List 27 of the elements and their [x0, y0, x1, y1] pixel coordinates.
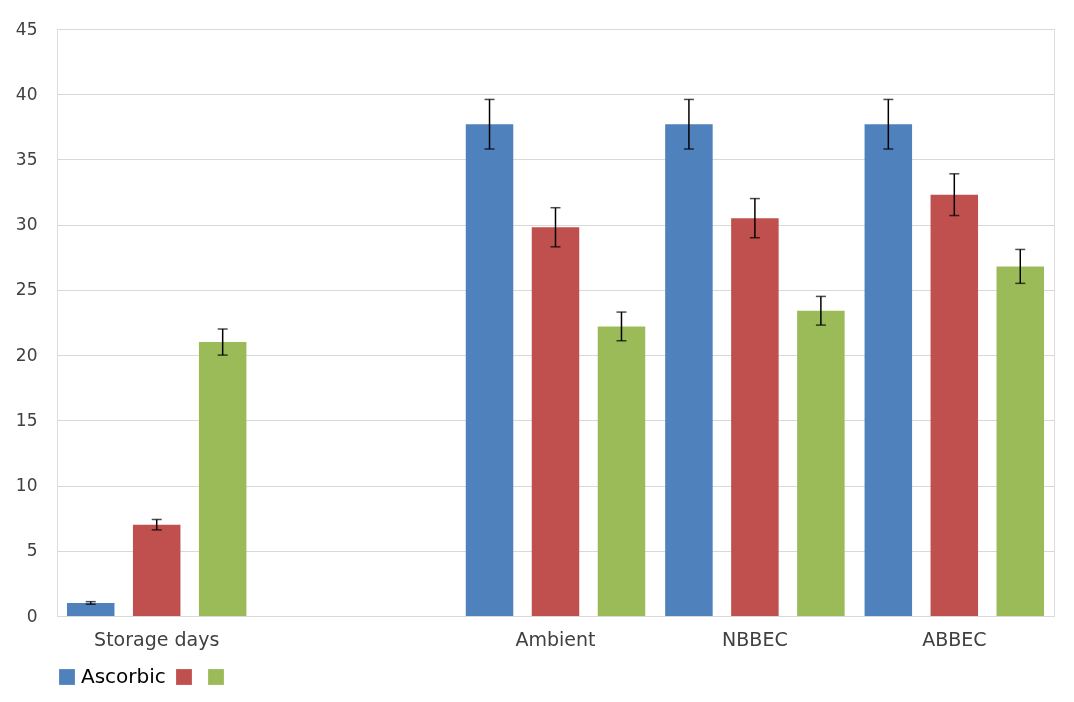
y-tick-label: 40 [15, 83, 38, 104]
y-tick-label: 25 [15, 279, 38, 300]
x-tick-label: ABBEC [922, 627, 987, 650]
y-tick-label: 35 [15, 148, 38, 169]
x-tick-label: Storage days [94, 627, 220, 650]
x-tick-label: Ambient [515, 627, 596, 650]
y-tick-label: 20 [15, 344, 38, 365]
y-tick-label: 5 [26, 540, 38, 561]
legend-label: Ascorbic [81, 664, 166, 688]
y-tick-label: 15 [15, 409, 38, 430]
y-tick-label: 10 [15, 475, 38, 496]
bar [797, 310, 845, 616]
bar [597, 326, 646, 616]
bar [198, 342, 247, 616]
bar [930, 194, 979, 616]
y-tick-label: 30 [15, 214, 38, 235]
y-tick-label: 45 [15, 18, 38, 39]
bar [132, 524, 181, 616]
bar [531, 227, 580, 616]
bar [66, 602, 115, 616]
bar [665, 124, 713, 616]
bar [731, 218, 779, 616]
y-tick-label: 0 [26, 605, 38, 626]
bar [864, 124, 913, 616]
x-tick-label: NBBEC [722, 627, 788, 650]
bar [996, 266, 1045, 616]
bar [465, 124, 514, 616]
